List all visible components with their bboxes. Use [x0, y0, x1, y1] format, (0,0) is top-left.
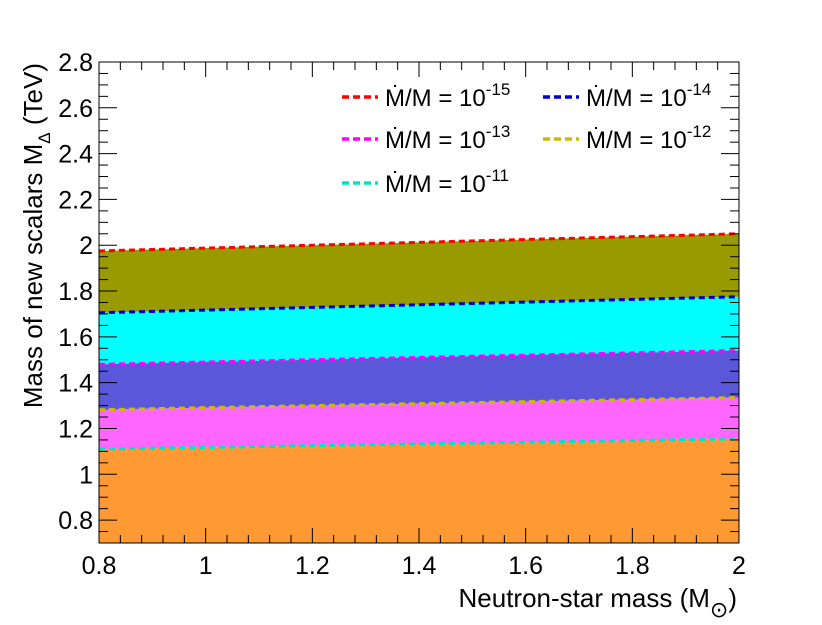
y-tick-label: 1 — [79, 461, 93, 489]
series-line-4 — [98, 396, 740, 412]
legend-label: Ṁ/M = 10-12 — [586, 122, 711, 154]
y-tick-label: 1.2 — [58, 415, 93, 443]
x-tick-label: 0.8 — [82, 552, 117, 580]
area-bands — [99, 233, 739, 543]
legend-label: Ṁ/M = 10-15 — [385, 80, 510, 112]
y-tick-label: 1.8 — [58, 278, 93, 306]
x-tick-label: 1 — [199, 552, 213, 580]
x-tick-label: 1.6 — [508, 552, 543, 580]
x-tick-label: 1.2 — [295, 552, 330, 580]
band-2 — [99, 296, 739, 365]
y-axis-label-main: Mass of new scalars M — [18, 144, 48, 408]
x-axis-label: Neutron-star mass (M⊙) — [459, 583, 738, 622]
y-tick-label: 1.6 — [58, 324, 93, 352]
y-axis-label-unit: (TeV) — [18, 63, 48, 132]
legend-label: Ṁ/M = 10-14 — [586, 80, 711, 112]
band-4 — [99, 397, 739, 450]
x-axis-label-close: ) — [728, 583, 737, 613]
series-line-5 — [98, 437, 740, 451]
y-axis-label-sub: Δ — [35, 132, 54, 143]
y-axis-label: Mass of new scalars MΔ (TeV) — [18, 63, 54, 408]
y-tick-label: 2.8 — [58, 49, 93, 77]
legend-label: Ṁ/M = 10-13 — [385, 122, 510, 154]
y-tick-label: 2.2 — [58, 186, 93, 214]
series-line-1 — [98, 232, 740, 253]
x-axis-label-main: Neutron-star mass (M — [459, 583, 710, 613]
legend-label: Ṁ/M = 10-11 — [385, 166, 509, 198]
legend: Ṁ/M = 10-15 Ṁ/M = 10-14 Ṁ/M = 10-13 Ṁ/M = 1… — [342, 80, 711, 198]
band-1 — [99, 233, 739, 313]
x-axis-ticks: 0.8 1 1.2 1.4 1.6 1.8 2 — [82, 62, 746, 580]
legend-entry-1: Ṁ/M = 10-15 — [342, 80, 510, 112]
y-tick-label: 2 — [79, 232, 93, 260]
legend-entry-4: Ṁ/M = 10-12 — [543, 122, 711, 154]
x-tick-label: 2 — [732, 552, 746, 580]
band-5 — [99, 438, 739, 543]
x-tick-label: 1.4 — [402, 552, 437, 580]
legend-entry-3: Ṁ/M = 10-13 — [342, 122, 510, 154]
series-line-3 — [98, 349, 740, 366]
x-tick-label: 1.8 — [615, 552, 650, 580]
band-3 — [99, 350, 739, 410]
series-line-2 — [98, 295, 740, 315]
y-tick-label: 0.8 — [58, 507, 93, 535]
series-lines — [98, 232, 740, 451]
x-axis-label-sub: ⊙ — [710, 597, 728, 622]
legend-entry-2: Ṁ/M = 10-14 — [543, 80, 711, 112]
y-tick-label: 2.4 — [58, 141, 93, 169]
legend-entry-5: Ṁ/M = 10-11 — [342, 166, 509, 198]
y-axis-ticks: 0.8 1 1.2 1.4 1.6 1.8 2 2.2 2.4 2.6 2.8 — [58, 49, 739, 535]
y-tick-label: 2.6 — [58, 95, 93, 123]
y-tick-label: 1.4 — [58, 370, 93, 398]
